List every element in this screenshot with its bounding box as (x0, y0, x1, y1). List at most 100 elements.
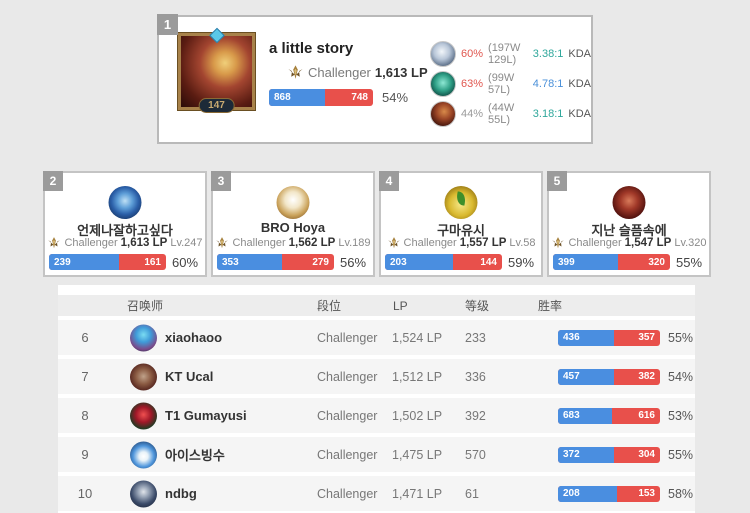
column-header-level: 等级 (465, 299, 490, 313)
winloss-bar: 372 304 (558, 446, 660, 463)
champion-kda-ratio: 4.78:1 (532, 78, 564, 90)
player-name[interactable]: 아이스빙수 (165, 448, 225, 463)
losses-segment: 144 (453, 254, 502, 270)
row-lp: 1,475 LP (392, 447, 443, 462)
player-name[interactable]: 구마유시 (437, 223, 485, 238)
table-row[interactable]: 6 xiaohaoo Challenger 1,524 LP 233 436 3… (58, 320, 695, 355)
summoner-level: Lv.189 (338, 237, 371, 249)
winloss-bar: 683 616 (558, 407, 660, 424)
table-row[interactable]: 9 아이스빙수 Challenger 1,475 LP 570 372 304 … (58, 437, 695, 472)
wins-segment: 208 (558, 485, 617, 502)
rank-card[interactable]: 2 언제나잘하고싶다 Challenger 1,613 LP Lv.247 23… (43, 171, 207, 277)
tier-label: Challenger (568, 237, 622, 249)
player-name[interactable]: KT Ucal (165, 369, 214, 384)
row-rank: 7 (81, 369, 89, 384)
winloss-row: 457 382 (558, 368, 660, 385)
losses-segment: 279 (282, 254, 334, 270)
row-winrate: 54% (668, 369, 694, 384)
column-header-tier: 段位 (317, 299, 342, 313)
lp-value: 1,613 LP (374, 65, 428, 80)
row-winrate: 55% (668, 330, 694, 345)
lp-value: 1,557 LP (459, 237, 507, 249)
tier-line: Challenger 1,613 LP Lv.247 (45, 236, 205, 250)
table-row[interactable]: 7 KT Ucal Challenger 1,512 LP 336 457 38… (58, 359, 695, 394)
tier-label: Challenger (308, 65, 371, 80)
losses-count: 382 (638, 371, 655, 382)
player-avatar (108, 186, 142, 219)
row-winrate: 55% (668, 447, 694, 462)
rank-card[interactable]: 4 구마유시 Challenger 1,557 LP Lv.58 203 144… (379, 171, 543, 277)
wins-segment: 683 (558, 407, 612, 424)
row-winrate: 53% (668, 408, 694, 423)
player-name[interactable]: xiaohaoo (165, 330, 223, 345)
winloss-row: 353 279 56% (217, 254, 366, 270)
player-name[interactable]: a little story (269, 40, 354, 57)
losses-count: 357 (638, 332, 655, 343)
wins-count: 239 (54, 256, 71, 268)
row-winrate: 58% (668, 486, 694, 501)
losses-segment: 357 (614, 330, 660, 346)
winrate-text: 55% (676, 254, 703, 270)
rank-badge: 2 (43, 171, 63, 191)
row-lp: 1,471 LP (392, 486, 443, 501)
row-level: 336 (465, 369, 486, 384)
rank-card[interactable]: 5 지난 슬픔속에 Challenger 1,547 LP Lv.320 399… (547, 171, 711, 277)
winloss-row: 683 616 (558, 407, 660, 424)
table-row[interactable]: 8 T1 Gumayusi Challenger 1,502 LP 392 68… (58, 398, 695, 433)
losses-count: 748 (351, 92, 368, 103)
player-avatar (612, 186, 646, 219)
champion-stat-row[interactable]: 63% (99W 57L) 4.78:1 KDA (430, 71, 591, 97)
summoner-level-badge: 147 (198, 98, 235, 113)
winrate-text: 60% (172, 254, 199, 270)
row-lp: 1,512 LP (392, 369, 443, 384)
player-name[interactable]: 지난 슬픔속에 (591, 223, 667, 238)
losses-segment: 382 (614, 369, 660, 385)
winloss-bar: 353 279 (217, 254, 334, 270)
tier-line: Challenger 1,613 LP (287, 64, 428, 81)
challenger-crest-icon (552, 237, 565, 249)
winloss-row: 868 748 54% (269, 89, 408, 106)
champion-stat-row[interactable]: 60% (197W 129L) 3.38:1 KDA (430, 41, 591, 67)
wins-count: 868 (274, 92, 291, 103)
wins-count: 399 (558, 256, 575, 268)
row-level: 61 (465, 486, 479, 501)
winloss-bar: 436 357 (558, 329, 660, 346)
tier-line: Challenger 1,547 LP Lv.320 (549, 236, 709, 250)
player-name[interactable]: T1 Gumayusi (165, 408, 247, 423)
lp-value: 1,562 LP (288, 237, 336, 249)
wins-count: 457 (563, 371, 580, 382)
champion-icon (430, 101, 456, 127)
winloss-row: 436 357 (558, 329, 660, 346)
player-name[interactable]: ndbg (165, 486, 197, 501)
player-name[interactable]: 언제나잘하고싶다 (77, 223, 173, 238)
champion-winrate: 63% (461, 78, 484, 90)
winloss-bar: 457 382 (558, 368, 660, 385)
champion-stat-row[interactable]: 44% (44W 55L) 3.18:1 KDA (430, 101, 591, 127)
player-avatar (130, 324, 157, 351)
row-rank: 10 (77, 486, 93, 501)
champion-kda-ratio: 3.38:1 (532, 48, 564, 60)
row-level: 570 (465, 447, 486, 462)
champion-kda-label: KDA (568, 48, 591, 60)
rank-badge: 1 (157, 14, 178, 35)
wins-segment: 399 (553, 254, 618, 270)
wins-segment: 353 (217, 254, 283, 270)
losses-segment: 304 (614, 447, 660, 463)
challenger-crest-icon (288, 65, 303, 79)
tier-label: Challenger (232, 237, 286, 249)
summoner-level: Lv.58 (509, 237, 536, 249)
table-row[interactable]: 10 ndbg Challenger 1,471 LP 61 208 153 5… (58, 476, 695, 511)
winloss-row: 203 144 59% (385, 254, 534, 270)
losses-count: 279 (312, 256, 329, 268)
rank1-player-card[interactable]: 1 147 a little story Challenger 1,613 LP… (157, 14, 593, 144)
losses-segment: 748 (325, 89, 373, 106)
tier-label: Challenger (64, 237, 118, 249)
champion-icon (430, 41, 456, 67)
wins-segment: 203 (385, 254, 454, 270)
player-avatar: 147 (177, 27, 256, 113)
champion-kda-ratio: 3.18:1 (532, 108, 564, 120)
losses-count: 144 (480, 256, 497, 268)
rank-card[interactable]: 3 BRO Hoya Challenger 1,562 LP Lv.189 35… (211, 171, 375, 277)
rank-badge: 4 (379, 171, 399, 191)
player-name[interactable]: BRO Hoya (260, 220, 326, 235)
